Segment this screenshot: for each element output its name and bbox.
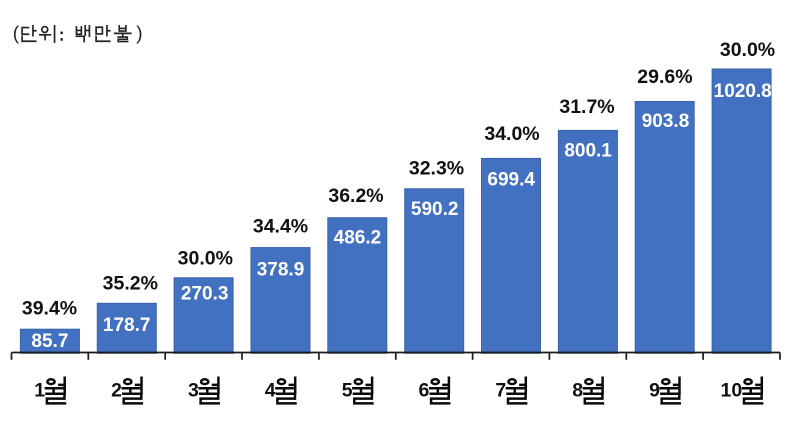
svg-text:5: 5 xyxy=(342,380,353,402)
svg-text:39.4%: 39.4% xyxy=(22,298,77,320)
svg-text:32.3%: 32.3% xyxy=(409,158,464,180)
svg-text:30.0%: 30.0% xyxy=(720,39,775,61)
svg-text:903.8: 903.8 xyxy=(642,111,690,132)
svg-text:36.2%: 36.2% xyxy=(328,185,383,207)
svg-text:1020.8: 1020.8 xyxy=(714,81,772,102)
svg-text:8: 8 xyxy=(572,380,583,402)
svg-text:30.0%: 30.0% xyxy=(178,247,233,269)
svg-text:29.6%: 29.6% xyxy=(637,66,692,88)
svg-text:7: 7 xyxy=(495,380,506,402)
svg-text:2: 2 xyxy=(111,380,122,402)
svg-text:31.7%: 31.7% xyxy=(559,96,614,118)
svg-text:699.4: 699.4 xyxy=(487,170,535,191)
svg-text:34.0%: 34.0% xyxy=(484,123,539,145)
svg-text:4: 4 xyxy=(265,380,276,402)
svg-text:34.4%: 34.4% xyxy=(253,215,308,237)
svg-text:3: 3 xyxy=(188,380,199,402)
svg-text:800.1: 800.1 xyxy=(564,141,612,162)
svg-text:9: 9 xyxy=(649,380,660,402)
svg-text:10: 10 xyxy=(721,380,743,402)
svg-text:85.7: 85.7 xyxy=(31,331,68,352)
svg-text:486.2: 486.2 xyxy=(334,227,382,248)
svg-text:270.3: 270.3 xyxy=(181,284,229,305)
svg-text:6: 6 xyxy=(419,380,430,402)
svg-text:): ) xyxy=(136,24,142,45)
svg-text:590.2: 590.2 xyxy=(411,199,459,220)
svg-text:35.2%: 35.2% xyxy=(103,273,158,295)
svg-text:378.9: 378.9 xyxy=(257,260,305,281)
svg-text:(: ( xyxy=(13,24,20,45)
svg-text:178.7: 178.7 xyxy=(103,315,151,336)
svg-text:1: 1 xyxy=(34,380,45,402)
